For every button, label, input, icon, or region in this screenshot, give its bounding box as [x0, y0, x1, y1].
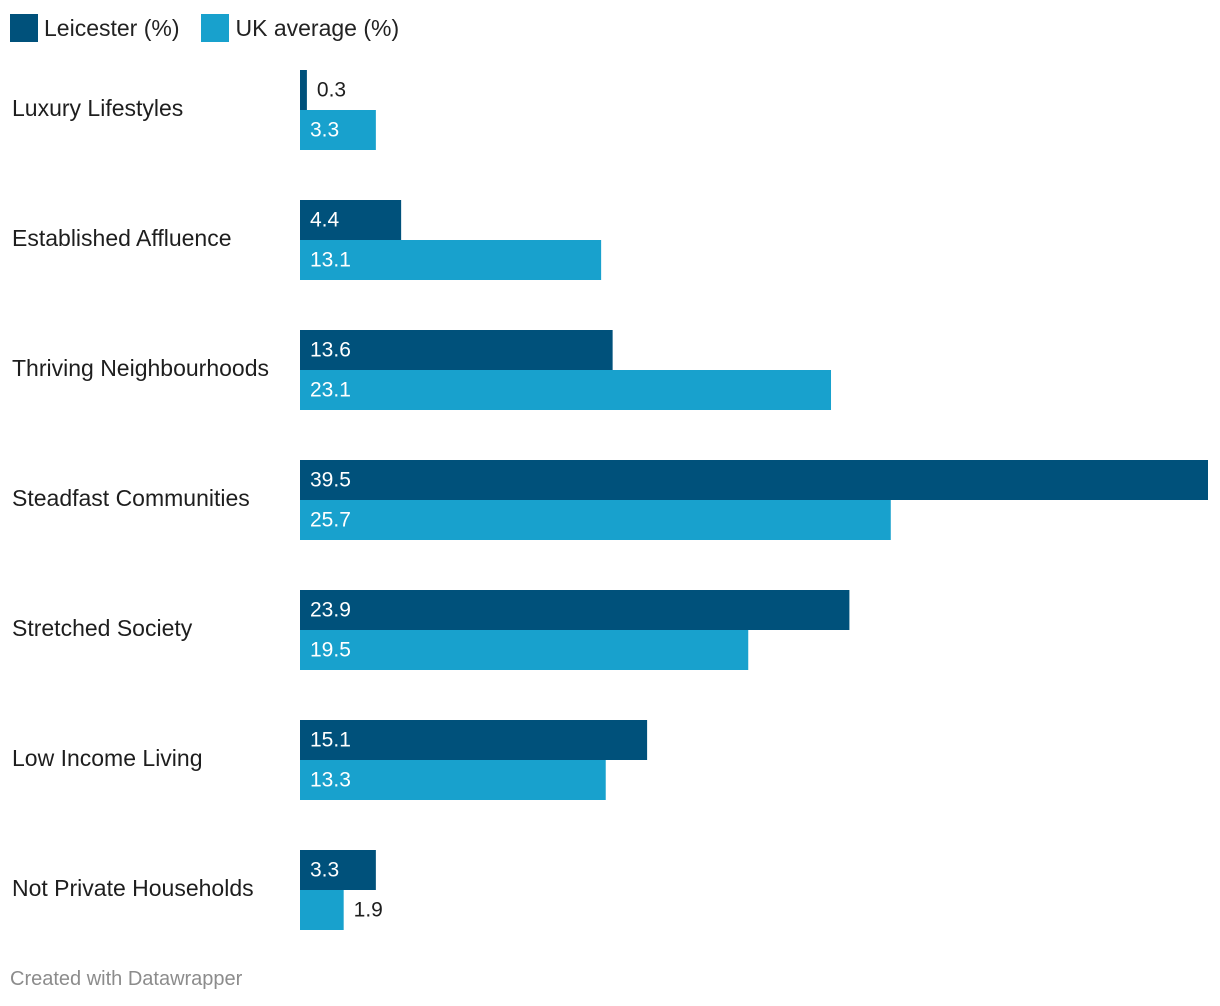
category-label-low-income-living: Low Income Living — [12, 745, 203, 771]
value-label-uk-average-established-affluence: 13.1 — [310, 249, 351, 272]
bar-leicester-stretched-society[interactable] — [300, 590, 850, 630]
value-label-uk-average-luxury-lifestyles: 3.3 — [310, 119, 339, 142]
bar-uk-average-thriving-neighbourhoods[interactable] — [300, 370, 832, 410]
legend-label-leicester: Leicester (%) — [44, 14, 180, 41]
bar-uk-average-steadfast-communities[interactable] — [300, 500, 891, 540]
value-label-uk-average-steadfast-communities: 25.7 — [310, 509, 351, 532]
category-label-established-affluence: Established Affluence — [12, 225, 232, 251]
bar-uk-average-established-affluence[interactable] — [300, 240, 602, 280]
value-label-uk-average-low-income-living: 13.3 — [310, 769, 351, 792]
legend-label-uk-average: UK average (%) — [235, 14, 400, 41]
bar-chart: Luxury Lifestyles 0.3 3.3 Established Afflu… — [12, 70, 1208, 930]
value-label-leicester-established-affluence: 4.4 — [310, 209, 340, 232]
bar-uk-average-low-income-living[interactable] — [300, 760, 606, 800]
legend-item-uk-average: UK average (%) — [201, 14, 399, 42]
value-label-uk-average-thriving-neighbourhoods: 23.1 — [310, 379, 351, 402]
bar-leicester-not-private-households[interactable] — [300, 850, 376, 890]
legend-item-leicester: Leicester (%) — [10, 14, 179, 42]
category-label-luxury-lifestyles: Luxury Lifestyles — [12, 95, 183, 121]
value-label-leicester-low-income-living: 15.1 — [310, 729, 351, 752]
legend-swatch-uk-average — [201, 14, 230, 42]
bar-leicester-luxury-lifestyles[interactable] — [300, 70, 307, 110]
category-label-steadfast-communities: Steadfast Communities — [12, 485, 250, 511]
value-label-leicester-luxury-lifestyles: 0.3 — [317, 79, 346, 102]
value-label-uk-average-not-private-households: 1.9 — [354, 899, 383, 922]
category-label-stretched-society: Stretched Society — [12, 615, 193, 641]
bar-uk-average-luxury-lifestyles[interactable] — [300, 110, 376, 150]
value-label-leicester-steadfast-communities: 39.5 — [310, 469, 351, 492]
bar-leicester-thriving-neighbourhoods[interactable] — [300, 330, 613, 370]
footer-credit[interactable]: Created with Datawrapper — [10, 968, 243, 990]
value-label-leicester-thriving-neighbourhoods: 13.6 — [310, 339, 351, 362]
bar-uk-average-not-private-households[interactable] — [300, 890, 344, 930]
value-label-leicester-stretched-society: 23.9 — [310, 599, 351, 622]
category-label-not-private-households: Not Private Households — [12, 875, 254, 901]
bar-uk-average-stretched-society[interactable] — [300, 630, 749, 670]
bar-leicester-steadfast-communities[interactable] — [300, 460, 1208, 500]
value-label-leicester-not-private-households: 3.3 — [310, 859, 339, 882]
legend: Leicester (%) UK average (%) — [10, 12, 421, 44]
legend-swatch-leicester — [10, 14, 38, 42]
value-label-uk-average-stretched-society: 19.5 — [310, 639, 351, 662]
category-label-thriving-neighbourhoods: Thriving Neighbourhoods — [12, 355, 269, 381]
bar-leicester-established-affluence[interactable] — [300, 200, 402, 240]
bar-leicester-low-income-living[interactable] — [300, 720, 648, 760]
